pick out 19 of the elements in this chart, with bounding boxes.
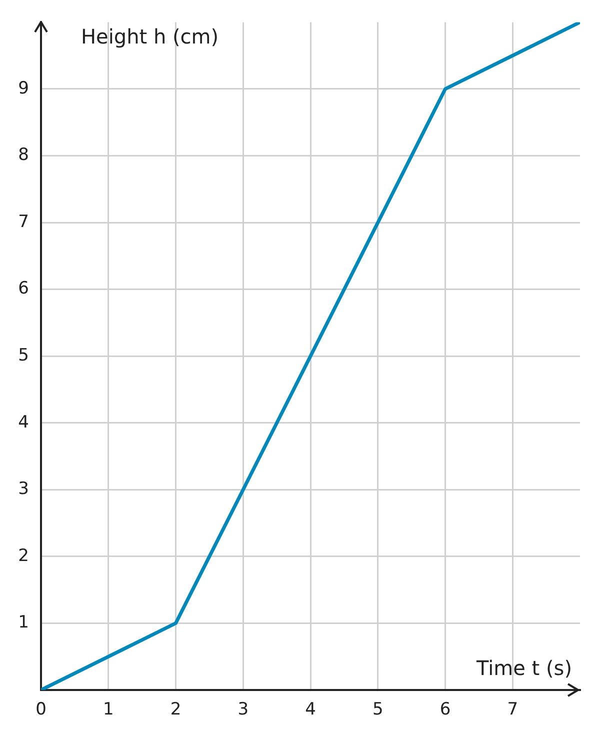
x-tick-label: 2 xyxy=(170,700,182,720)
y-tick-label: 8 xyxy=(18,145,29,166)
x-tick-label: 3 xyxy=(238,700,249,720)
y-tick-label: 3 xyxy=(18,479,29,500)
x-tick-label: 4 xyxy=(305,700,316,720)
y-tick-label: 6 xyxy=(18,278,29,299)
x-tick-label: 0 xyxy=(36,700,46,720)
y-tick-label: 1 xyxy=(18,612,29,633)
x-tick-label: 1 xyxy=(102,700,114,720)
y-tick-label: 9 xyxy=(18,78,29,98)
y-tick-label: 5 xyxy=(18,346,29,366)
y-axis-title: Height h (cm) xyxy=(81,24,219,48)
x-tick-label: 5 xyxy=(372,700,384,720)
x-tick-label: 7 xyxy=(507,700,518,720)
x-axis-title: Time t (s) xyxy=(475,656,572,680)
y-tick-label: 2 xyxy=(18,546,29,566)
y-tick-label: 7 xyxy=(18,212,29,232)
y-tick-label: 4 xyxy=(18,412,29,432)
x-tick-label: 6 xyxy=(440,700,451,720)
